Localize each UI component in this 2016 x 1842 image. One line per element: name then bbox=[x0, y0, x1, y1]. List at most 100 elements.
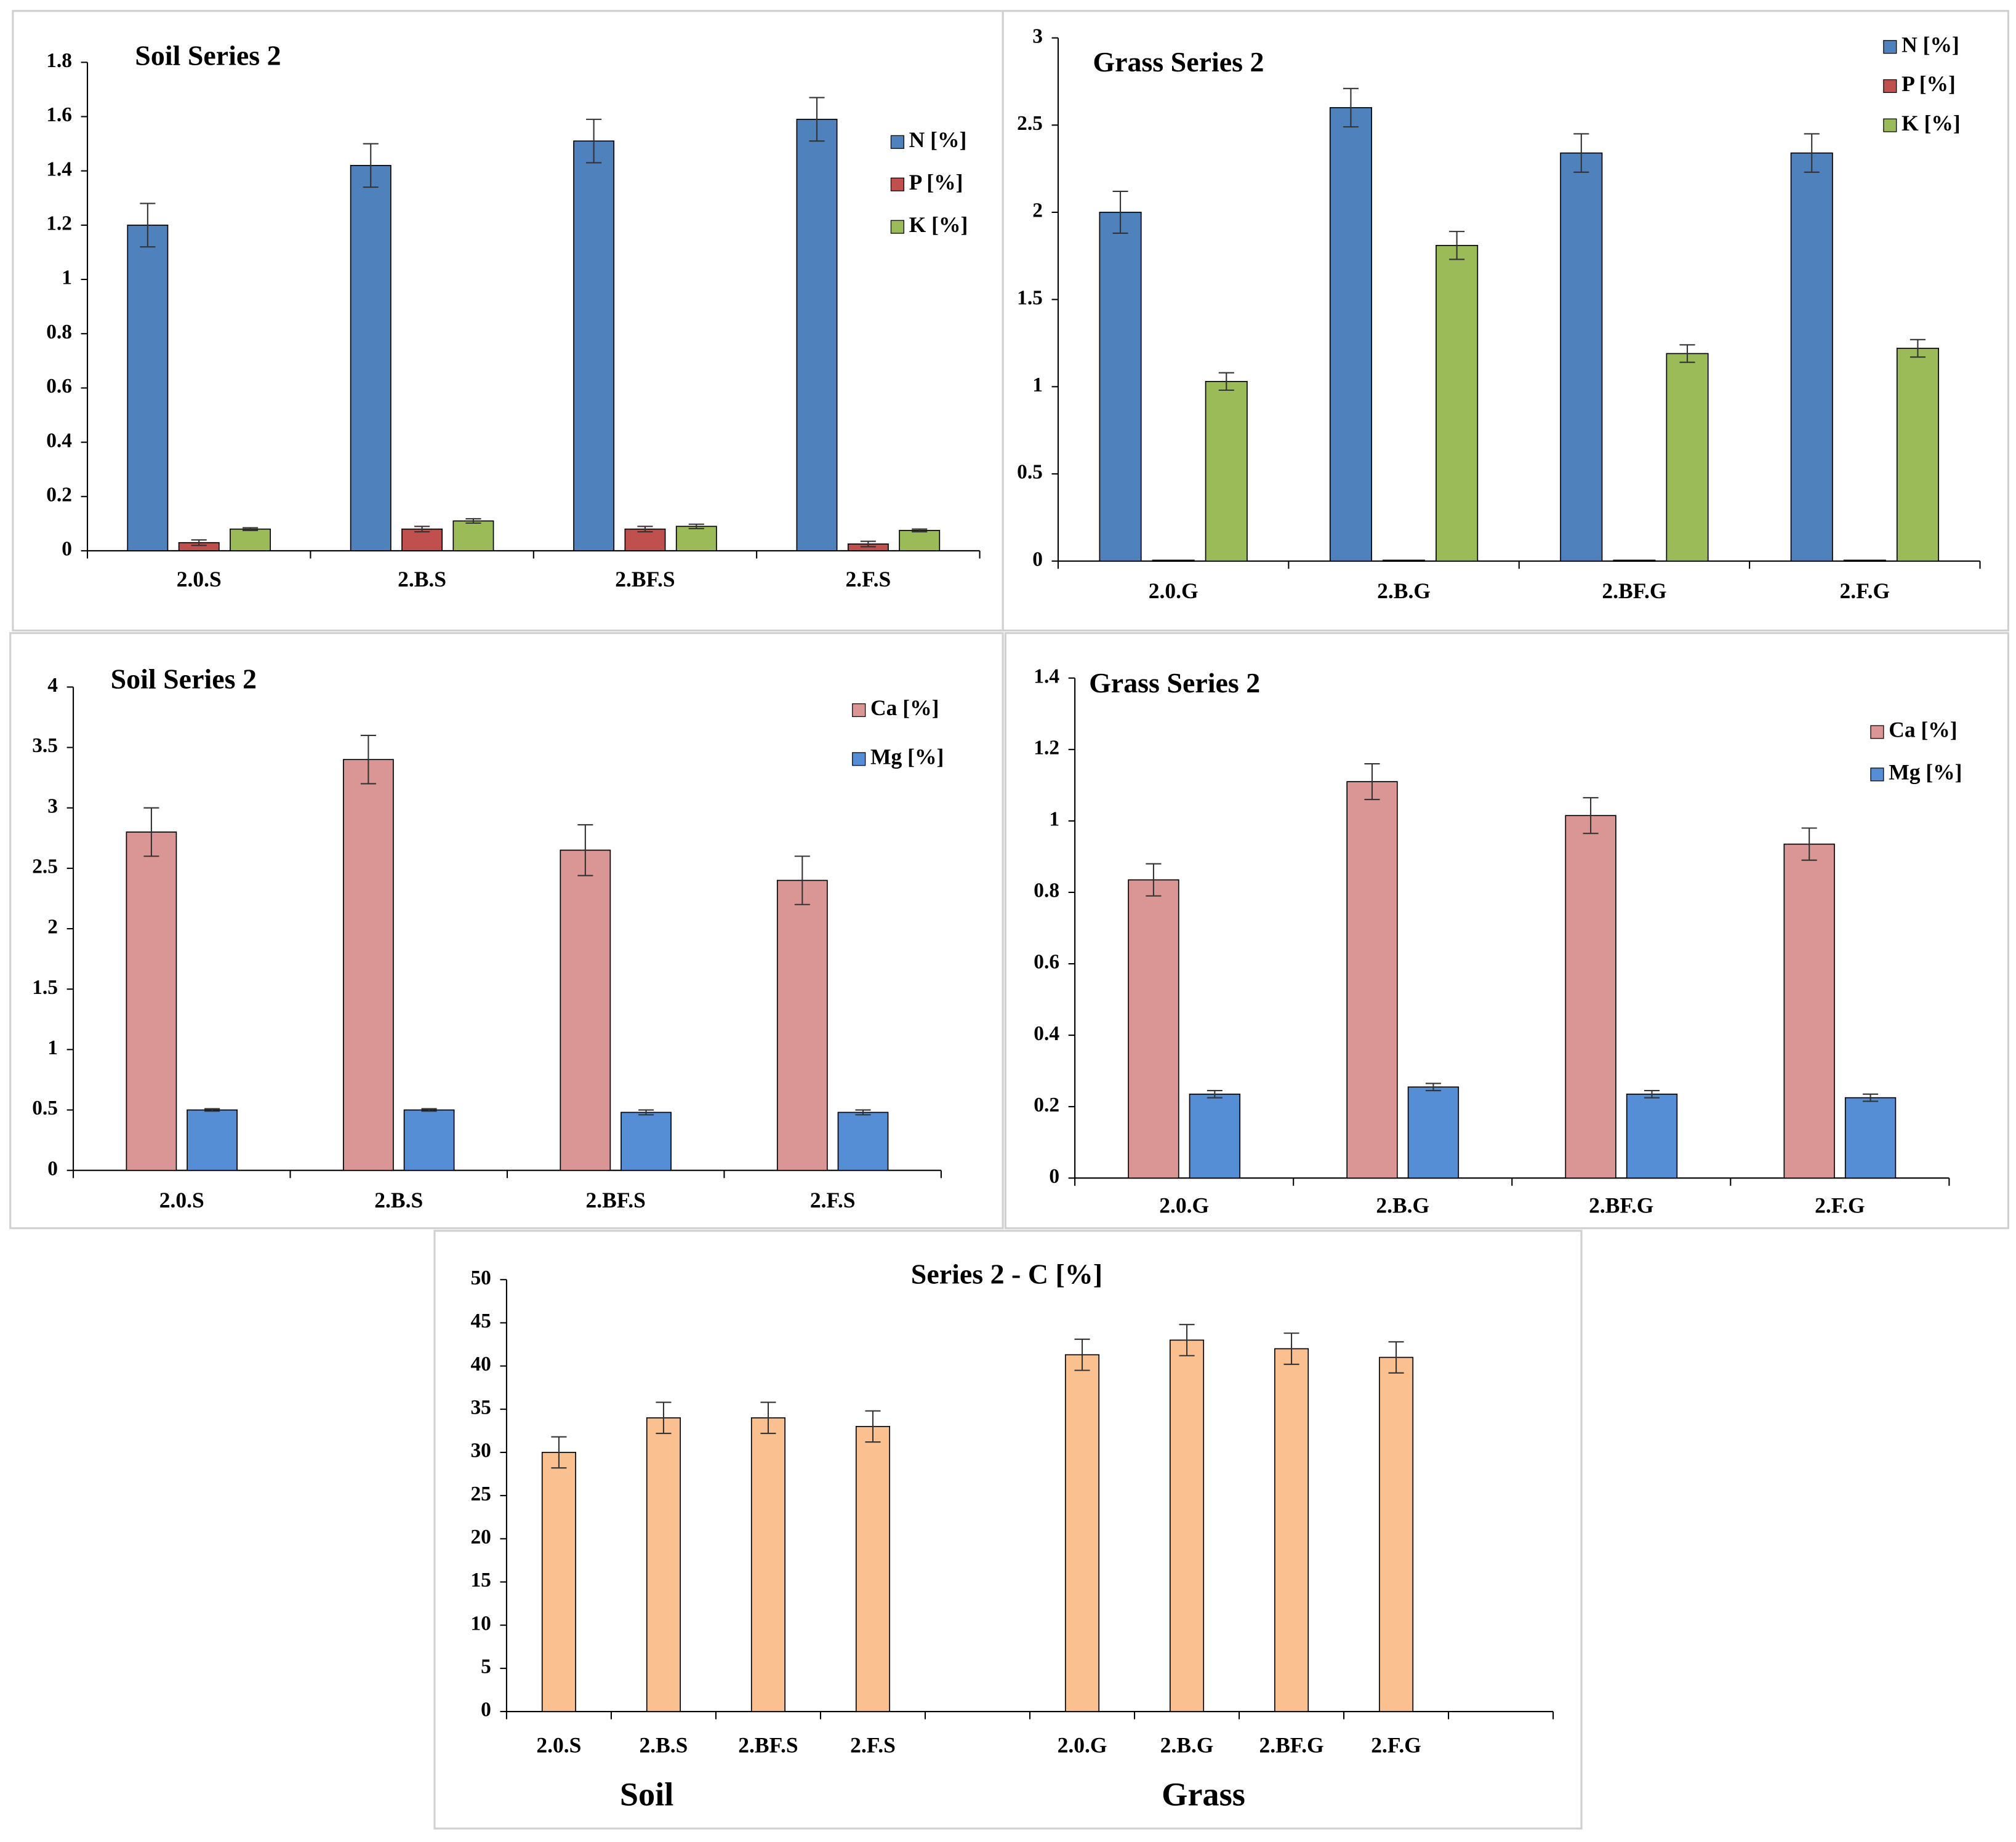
y-tick-label: 10 bbox=[470, 1612, 491, 1635]
bar bbox=[1379, 1356, 1414, 1712]
chart-title: Grass Series 2 bbox=[1089, 667, 1260, 699]
error-bar bbox=[1801, 827, 1817, 861]
y-tick-label: 3 bbox=[1032, 25, 1043, 47]
error-bar bbox=[860, 540, 876, 548]
error-bar bbox=[1644, 1090, 1660, 1099]
error-bar bbox=[204, 1108, 220, 1112]
y-tick-label: 0.5 bbox=[32, 1097, 58, 1119]
error-bar bbox=[577, 824, 593, 876]
legend-swatch bbox=[852, 752, 866, 766]
bar bbox=[343, 759, 394, 1171]
x-tick-label: 2.BF.G bbox=[1259, 1733, 1323, 1758]
y-tick-label: 0.2 bbox=[46, 483, 72, 506]
y-tick-label: 0.4 bbox=[1034, 1022, 1059, 1045]
bar bbox=[1152, 559, 1195, 562]
error-bar bbox=[1146, 863, 1162, 897]
x-tick-label: 2.0.G bbox=[1149, 579, 1199, 603]
x-tick-label: 2.F.G bbox=[1840, 579, 1890, 603]
group-label: Soil bbox=[620, 1776, 674, 1812]
error-bar bbox=[1074, 1339, 1090, 1371]
error-bar bbox=[143, 807, 159, 857]
panel bbox=[433, 1230, 1583, 1830]
legend-label: N [%] bbox=[1902, 32, 1959, 57]
bar bbox=[675, 526, 717, 551]
y-tick-label: 5 bbox=[481, 1656, 491, 1678]
legend-swatch bbox=[852, 703, 866, 718]
bar bbox=[1613, 559, 1656, 562]
legend-label: P [%] bbox=[909, 170, 963, 194]
y-tick-label: 1 bbox=[62, 266, 72, 289]
legend-swatch bbox=[1870, 767, 1884, 782]
y-tick-label: 0.8 bbox=[1034, 879, 1059, 902]
x-tick-label: 2.B.S bbox=[639, 1733, 688, 1758]
x-tick-label: 2.B.G bbox=[1376, 1193, 1429, 1217]
bar bbox=[776, 879, 828, 1171]
error-bar bbox=[1364, 763, 1380, 801]
x-tick-label: 2.0.G bbox=[1058, 1733, 1107, 1758]
legend-swatch bbox=[1883, 118, 1897, 132]
y-tick-label: 25 bbox=[470, 1483, 491, 1505]
bar bbox=[796, 119, 838, 551]
bar bbox=[837, 1111, 889, 1171]
x-tick-label: 2.BF.S bbox=[615, 567, 675, 591]
x-tick-label: 2.BF.S bbox=[738, 1733, 798, 1758]
bar bbox=[560, 849, 611, 1171]
y-tick-label: 0 bbox=[47, 1157, 58, 1180]
y-tick-label: 0.2 bbox=[1034, 1094, 1059, 1116]
error-bar bbox=[1425, 1083, 1441, 1092]
error-bar bbox=[1179, 1324, 1195, 1356]
bar bbox=[620, 1111, 672, 1171]
chart-title: Grass Series 2 bbox=[1093, 46, 1264, 78]
legend-label: K [%] bbox=[1902, 111, 1961, 135]
x-tick-label: 2.B.G bbox=[1160, 1733, 1214, 1758]
chart-title: Series 2 - C [%] bbox=[911, 1259, 1102, 1290]
y-tick-label: 0.4 bbox=[46, 429, 72, 452]
error-bar bbox=[243, 527, 259, 531]
group-label: Grass bbox=[1162, 1776, 1245, 1812]
bar bbox=[350, 165, 392, 551]
error-bar bbox=[1207, 1090, 1223, 1099]
x-tick-label: 2.F.S bbox=[846, 567, 891, 591]
y-tick-label: 2 bbox=[1032, 199, 1043, 222]
error-bar bbox=[140, 202, 156, 248]
error-bar bbox=[809, 97, 825, 142]
error-bar bbox=[656, 1401, 672, 1435]
x-tick-label: 2.B.S bbox=[374, 1188, 423, 1212]
y-tick-label: 1.4 bbox=[1034, 665, 1059, 687]
error-bar bbox=[1283, 1332, 1299, 1365]
bar bbox=[1205, 380, 1248, 562]
y-tick-label: 0.6 bbox=[1034, 951, 1059, 974]
bar bbox=[1169, 1339, 1205, 1712]
y-tick-label: 1.5 bbox=[1017, 286, 1043, 309]
x-tick-label: 2.0.G bbox=[1159, 1193, 1209, 1217]
y-tick-label: 1.5 bbox=[32, 976, 58, 999]
bar bbox=[1383, 559, 1426, 562]
error-bar bbox=[1112, 190, 1128, 234]
legend-swatch bbox=[1883, 79, 1897, 93]
error-bar bbox=[465, 518, 481, 524]
error-bar bbox=[1679, 344, 1695, 363]
bar bbox=[1329, 107, 1372, 562]
chart-title: Soil Series 2 bbox=[111, 663, 257, 695]
bar bbox=[1844, 1097, 1897, 1179]
legend-label: Ca [%] bbox=[870, 695, 939, 720]
bar bbox=[1099, 212, 1142, 562]
bar bbox=[1274, 1348, 1309, 1712]
bar bbox=[1128, 879, 1179, 1179]
x-tick-label: 2.F.G bbox=[1815, 1193, 1865, 1217]
legend-swatch bbox=[890, 135, 904, 149]
y-tick-label: 30 bbox=[470, 1440, 491, 1462]
bar bbox=[1790, 152, 1833, 562]
bar bbox=[1666, 353, 1709, 562]
y-tick-label: 0 bbox=[481, 1699, 491, 1721]
y-tick-label: 1 bbox=[47, 1036, 58, 1059]
error-bar bbox=[912, 528, 928, 533]
bar bbox=[1189, 1094, 1241, 1179]
legend-label: N [%] bbox=[909, 127, 967, 152]
y-tick-label: 40 bbox=[470, 1353, 491, 1375]
y-tick-label: 15 bbox=[470, 1569, 491, 1592]
error-bar bbox=[1388, 1341, 1404, 1374]
x-tick-label: 2.0.S bbox=[159, 1188, 204, 1212]
bar bbox=[1843, 559, 1886, 562]
